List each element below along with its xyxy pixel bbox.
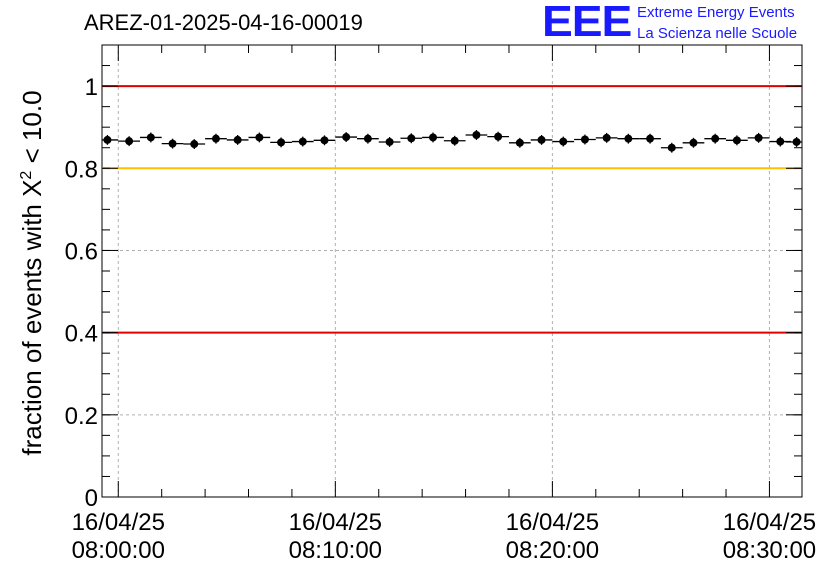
data-point	[732, 136, 741, 145]
x-tick-label-date: 16/04/25	[289, 509, 382, 536]
data-point	[602, 133, 611, 142]
data-point	[298, 137, 307, 146]
data-point	[429, 133, 438, 142]
data-point	[559, 137, 568, 146]
data-point	[125, 137, 134, 146]
data-point	[646, 134, 655, 143]
data-point	[407, 134, 416, 143]
y-axis-label-tail: < 10.0	[17, 90, 47, 170]
y-axis-label-sup: 2	[18, 171, 35, 180]
data-point	[450, 136, 459, 145]
data-point	[792, 137, 801, 146]
x-tick-label-time: 08:00:00	[72, 537, 165, 564]
data-point	[689, 138, 698, 147]
grid	[102, 45, 802, 497]
data-point	[103, 135, 112, 144]
data-point	[255, 133, 264, 142]
data-point	[385, 137, 394, 146]
data-series	[102, 130, 802, 153]
logo-line-2: La Scienza nelle Scuole	[637, 25, 798, 42]
data-point	[624, 134, 633, 143]
data-point	[537, 135, 546, 144]
data-point	[754, 133, 763, 142]
data-point	[342, 133, 351, 142]
data-point	[580, 135, 589, 144]
y-axis-label-main: fraction of events with Χ	[17, 180, 47, 456]
data-point	[494, 132, 503, 141]
y-tick-label: 0.4	[65, 321, 98, 348]
data-point	[363, 134, 372, 143]
eee-logo: EEE Extreme Energy Events La Scienza nel…	[540, 0, 832, 46]
axes: 00.20.40.60.8116/04/2508:00:0016/04/2508…	[65, 44, 816, 564]
data-point	[711, 134, 720, 143]
data-point	[211, 134, 220, 143]
x-tick-label-time: 08:20:00	[506, 537, 599, 564]
data-point	[190, 140, 199, 149]
y-tick-label: 0.2	[65, 403, 98, 430]
y-tick-label: 0.8	[65, 156, 98, 183]
data-point	[277, 138, 286, 147]
data-point	[776, 137, 785, 146]
x-tick-label-time: 08:10:00	[289, 537, 382, 564]
data-point	[320, 136, 329, 145]
logo-line-1: Extreme Energy Events	[637, 4, 795, 21]
y-tick-label: 0.6	[65, 238, 98, 265]
x-tick-label-date: 16/04/25	[72, 509, 165, 536]
data-point	[168, 139, 177, 148]
data-point	[146, 133, 155, 142]
threshold-lines	[102, 85, 802, 334]
data-point	[667, 143, 676, 152]
data-point	[515, 138, 524, 147]
y-tick-label: 0	[85, 485, 98, 512]
x-tick-label-date: 16/04/25	[506, 509, 599, 536]
x-tick-label-time: 08:30:00	[723, 537, 816, 564]
y-tick-label: 1	[85, 74, 98, 101]
chart-title: AREZ-01-2025-04-16-00019	[84, 10, 363, 35]
data-point	[233, 135, 242, 144]
x-tick-label-date: 16/04/25	[723, 509, 816, 536]
data-point	[472, 130, 481, 139]
logo-mark: EEE	[542, 0, 632, 46]
y-axis-label: fraction of events with Χ2 < 10.0	[17, 90, 47, 455]
plot-frame	[101, 44, 803, 498]
